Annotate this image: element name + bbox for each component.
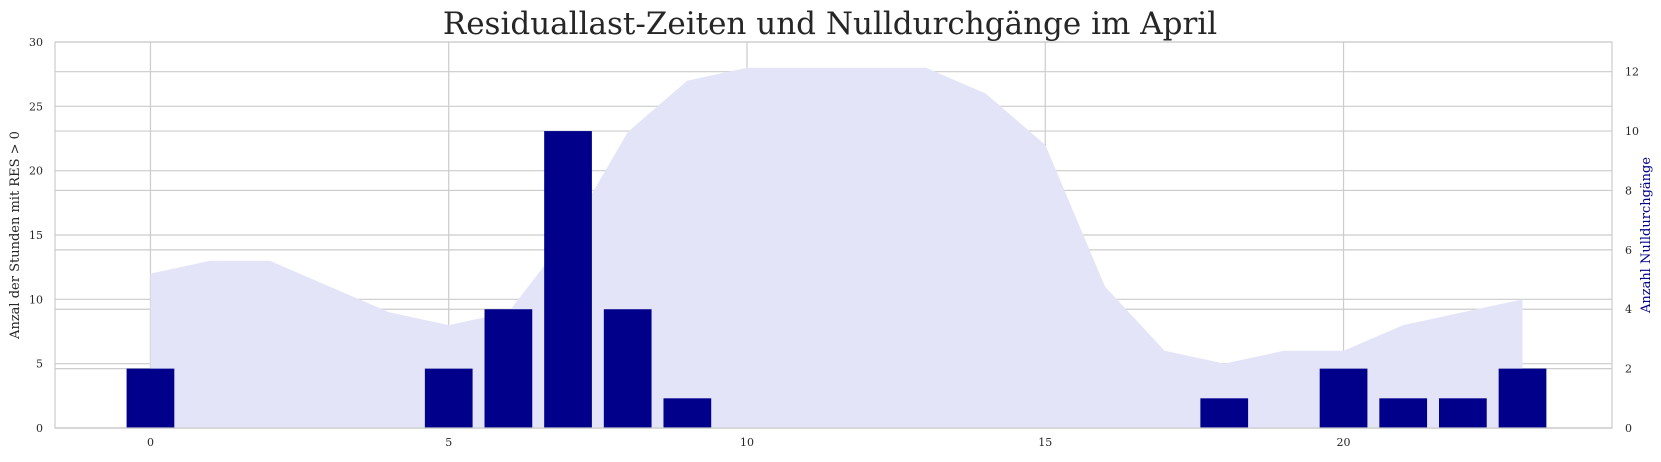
left-axis-label: Anzal der Stunden mit RES > 0 [8,131,23,340]
bar [1319,368,1368,428]
plot-frame [54,41,1613,429]
bar [1379,398,1428,428]
bar [663,398,712,428]
left-y-tick-label: 5 [36,358,43,371]
right-y-tick-label: 10 [1625,125,1639,138]
bar [1498,368,1547,428]
right-y-tick-label: 2 [1625,363,1632,376]
right-y-tick-label: 8 [1625,184,1632,197]
right-y-tick-label: 12 [1625,66,1639,79]
area-series [150,67,1523,428]
bar [1439,398,1487,428]
right-axis-ticks: 0 2 4 6 8 10 12 [1625,66,1639,435]
x-tick-label: 0 [147,436,154,449]
bar [424,368,473,428]
left-y-tick-label: 30 [29,36,43,49]
x-tick-label: 5 [445,436,452,449]
bar [544,131,592,429]
x-tick-label: 20 [1337,436,1351,449]
area-fill [150,67,1523,428]
right-y-tick-label: 6 [1625,244,1632,257]
left-y-tick-label: 20 [29,165,43,178]
right-y-tick-label: 0 [1625,422,1632,435]
bar [1200,398,1249,428]
left-y-tick-label: 25 [29,100,43,113]
x-tick-label: 10 [740,436,754,449]
chart-title: Residuallast-Zeiten und Nulldurchgänge i… [443,6,1217,42]
left-axis-ticks: 0 5 10 15 20 25 30 [29,36,43,435]
x-tick-label: 15 [1038,436,1052,449]
bar [484,309,533,428]
right-y-tick-label: 4 [1625,303,1632,316]
bar [603,309,652,428]
bar [126,368,175,428]
left-y-tick-label: 10 [29,293,43,306]
bar-series [126,131,1547,429]
left-y-tick-label: 0 [36,422,43,435]
x-axis-ticks: 0 5 10 15 20 [147,436,1351,449]
left-y-tick-label: 15 [29,229,43,242]
right-axis-label: Anzahl Nulldurchgänge [1639,157,1654,314]
